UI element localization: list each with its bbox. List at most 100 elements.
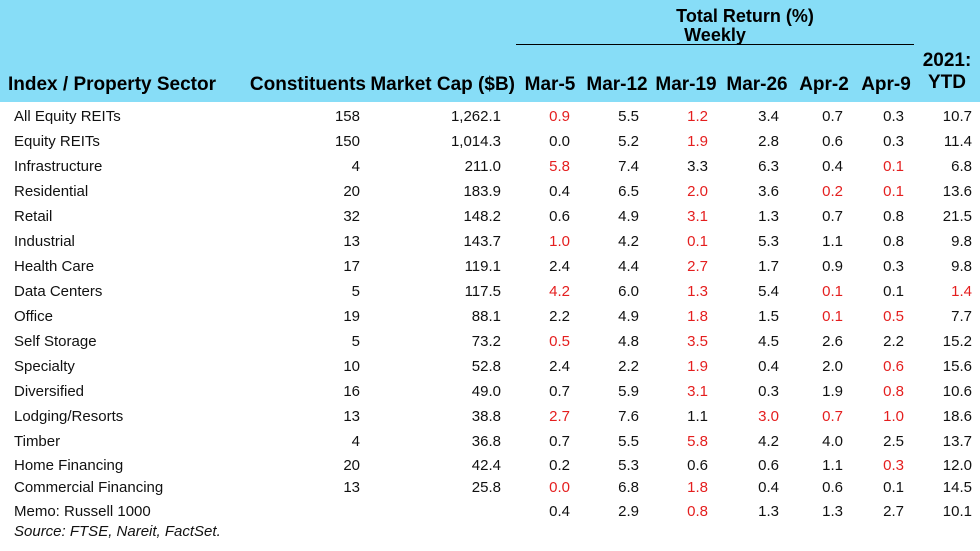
weekly-return-value: 7.6 bbox=[618, 408, 639, 425]
table-row: All Equity REITs 158 1,262.1 0.9 5.5 1.2 3.4 0.… bbox=[0, 105, 980, 129]
ytd-return-value: 15.2 bbox=[942, 333, 972, 350]
weekly-return-value: 3.0 bbox=[758, 408, 779, 425]
weekly-return-value: 0.1 bbox=[883, 158, 904, 175]
weekly-return-value: 2.7 bbox=[549, 408, 570, 425]
weekly-return-value: 5.3 bbox=[618, 457, 639, 474]
ytd-return-value: 9.8 bbox=[951, 233, 972, 250]
weekly-return-value: 0.3 bbox=[758, 383, 779, 400]
weekly-return-value: 0.0 bbox=[549, 479, 570, 496]
weekly-return-value: 2.5 bbox=[883, 433, 904, 450]
weekly-return-value: 0.2 bbox=[549, 457, 570, 474]
weekly-return-value: 0.8 bbox=[883, 208, 904, 225]
market-cap-value: 38.8 bbox=[471, 408, 501, 425]
weekly-return-value: 0.1 bbox=[822, 283, 843, 300]
weekly-return-value: 0.7 bbox=[822, 108, 843, 125]
weekly-return-value: 1.5 bbox=[758, 308, 779, 325]
constituents-value: 158 bbox=[334, 108, 360, 125]
weekly-return-value: 2.0 bbox=[822, 358, 843, 375]
weekly-return-value: 0.1 bbox=[883, 183, 904, 200]
weekly-return-value: 4.8 bbox=[618, 333, 639, 350]
weekly-return-value: 1.9 bbox=[687, 133, 708, 150]
table-row: Infrastructure 4 211.0 5.8 7.4 3.3 6.3 0.4 0.1 6.… bbox=[0, 155, 980, 179]
table-row: Commercial Financing 13 25.8 0.0 6.8 1.8 0.4 0.… bbox=[0, 476, 980, 500]
sector-name: Specialty bbox=[14, 358, 75, 375]
weekly-return-value: 3.1 bbox=[687, 383, 708, 400]
weekly-return-value: 5.8 bbox=[687, 433, 708, 450]
weekly-return-value: 4.0 bbox=[822, 433, 843, 450]
table-row: Memo: Russell 1000 0.4 2.9 0.8 1.3 1.3 2.7 10.1 bbox=[0, 500, 980, 524]
weekly-return-value: 0.6 bbox=[549, 208, 570, 225]
weekly-return-value: 5.9 bbox=[618, 383, 639, 400]
market-cap-value: 211.0 bbox=[464, 158, 501, 175]
sector-name: Retail bbox=[14, 208, 53, 225]
weekly-return-value: 2.6 bbox=[822, 333, 843, 350]
weekly-return-value: 1.8 bbox=[687, 479, 708, 496]
weekly-return-value: 6.5 bbox=[618, 183, 639, 200]
weekly-return-value: 1.0 bbox=[549, 233, 570, 250]
weekly-return-value: 3.1 bbox=[687, 208, 708, 225]
weekly-return-value: 0.6 bbox=[822, 479, 843, 496]
source-note: Source: FTSE, Nareit, FactSet. bbox=[14, 523, 221, 540]
weekly-return-value: 2.0 bbox=[687, 183, 708, 200]
sector-name: All Equity REITs bbox=[14, 108, 121, 125]
weekly-return-value: 0.3 bbox=[883, 457, 904, 474]
market-cap-value: 183.9 bbox=[463, 183, 501, 200]
constituents-value: 20 bbox=[343, 183, 360, 200]
weekly-return-value: 4.2 bbox=[758, 433, 779, 450]
constituents-value: 32 bbox=[343, 208, 360, 225]
weekly-return-value: 0.5 bbox=[883, 308, 904, 325]
weekly-return-value: 3.6 bbox=[758, 183, 779, 200]
weekly-return-value: 1.0 bbox=[883, 408, 904, 425]
table-row: Office 19 88.1 2.2 4.9 1.8 1.5 0.1 0.5 7.7 bbox=[0, 305, 980, 329]
weekly-return-value: 0.8 bbox=[883, 233, 904, 250]
weekly-return-value: 0.4 bbox=[758, 479, 779, 496]
table-row: Retail 32 148.2 0.6 4.9 3.1 1.3 0.7 0.8 21.5 bbox=[0, 205, 980, 229]
weekly-return-value: 4.2 bbox=[549, 283, 570, 300]
weekly-return-value: 0.8 bbox=[883, 383, 904, 400]
weekly-return-value: 0.3 bbox=[883, 108, 904, 125]
weekly-return-value: 1.7 bbox=[758, 258, 779, 275]
weekly-return-value: 0.3 bbox=[883, 258, 904, 275]
market-cap-value: 73.2 bbox=[471, 333, 501, 350]
weekly-return-value: 2.7 bbox=[883, 503, 904, 520]
weekly-return-value: 0.7 bbox=[822, 408, 843, 425]
ytd-return-value: 12.0 bbox=[942, 457, 972, 474]
ytd-return-value: 18.6 bbox=[942, 408, 972, 425]
weekly-return-value: 0.7 bbox=[549, 433, 570, 450]
market-cap-value: 148.2 bbox=[463, 208, 501, 225]
table-row: Home Financing 20 42.4 0.2 5.3 0.6 0.6 1.1 0.3 12… bbox=[0, 454, 980, 478]
weekly-return-value: 0.1 bbox=[687, 233, 708, 250]
weekly-return-value: 2.2 bbox=[883, 333, 904, 350]
weekly-return-value: 6.3 bbox=[758, 158, 779, 175]
weekly-return-value: 2.4 bbox=[549, 358, 570, 375]
ytd-return-value: 14.5 bbox=[942, 479, 972, 496]
constituents-value: 20 bbox=[343, 457, 360, 474]
sector-name: Home Financing bbox=[14, 457, 124, 474]
constituents-value: 13 bbox=[343, 479, 360, 496]
constituents-value: 10 bbox=[343, 358, 360, 375]
column-header-week: Mar-12 bbox=[586, 74, 648, 95]
sector-name: Commercial Financing bbox=[14, 479, 164, 496]
table-row: Diversified 16 49.0 0.7 5.9 3.1 0.3 1.9 0.8 10.6 bbox=[0, 380, 980, 404]
weekly-return-value: 3.5 bbox=[687, 333, 708, 350]
column-header-market-cap: Market Cap ($B) bbox=[370, 74, 515, 95]
market-cap-value: 143.7 bbox=[463, 233, 501, 250]
table-row: Industrial 13 143.7 1.0 4.2 0.1 5.3 1.1 0.8 9.8 bbox=[0, 230, 980, 254]
weekly-return-value: 2.8 bbox=[758, 133, 779, 150]
sector-name: Office bbox=[14, 308, 53, 325]
weekly-return-value: 0.4 bbox=[758, 358, 779, 375]
ytd-return-value: 13.7 bbox=[942, 433, 972, 450]
sector-name: Infrastructure bbox=[14, 158, 103, 175]
sector-name: Self Storage bbox=[14, 333, 97, 350]
weekly-return-value: 0.5 bbox=[549, 333, 570, 350]
weekly-return-value: 0.4 bbox=[549, 183, 570, 200]
weekly-return-value: 7.4 bbox=[618, 158, 639, 175]
weekly-return-value: 1.9 bbox=[687, 358, 708, 375]
weekly-return-value: 1.8 bbox=[687, 308, 708, 325]
sector-name: Diversified bbox=[14, 383, 85, 400]
column-header-sector: Index / Property Sector bbox=[8, 74, 217, 95]
weekly-return-value: 2.9 bbox=[618, 503, 639, 520]
constituents-value: 19 bbox=[343, 308, 360, 325]
market-cap-value: 36.8 bbox=[471, 433, 501, 450]
column-header-week: Mar-26 bbox=[726, 74, 788, 95]
